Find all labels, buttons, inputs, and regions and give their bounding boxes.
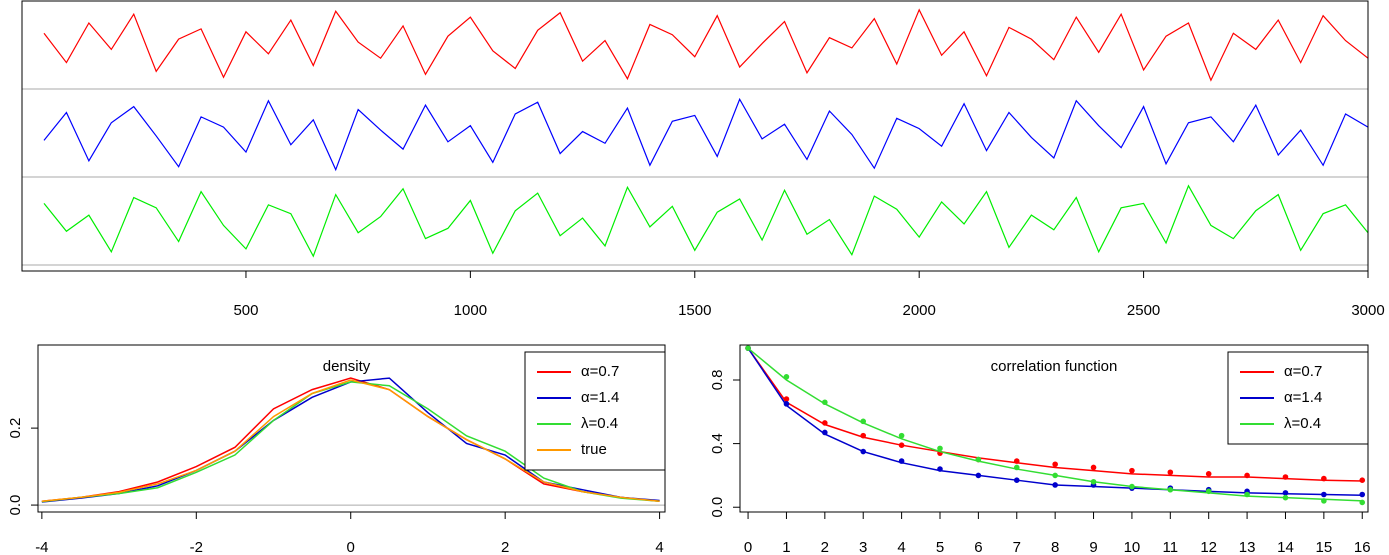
x-tick-label: 6 — [974, 539, 982, 555]
series-point — [860, 448, 867, 455]
series-point — [783, 374, 790, 380]
series-point — [898, 458, 905, 464]
legend-label: λ=0.4 — [1284, 415, 1321, 432]
series-point — [1052, 461, 1058, 468]
series-point — [1321, 498, 1327, 504]
series-point — [1359, 499, 1366, 506]
y-tick-label: 0.8 — [709, 370, 726, 391]
x-tick-label: 2 — [821, 539, 829, 555]
y-tick-label: 0.4 — [709, 433, 726, 454]
x-tick-label: 7 — [1013, 539, 1021, 555]
series-point — [1359, 477, 1366, 483]
series-point — [1052, 472, 1058, 479]
x-tick-label: 16 — [1354, 539, 1371, 555]
series-point — [1359, 491, 1366, 498]
y-tick-label: 0.0 — [7, 495, 24, 516]
legend-label: α=0.7 — [1284, 363, 1322, 380]
series-point — [822, 399, 828, 406]
series-point — [1129, 467, 1135, 474]
series-point — [898, 442, 905, 449]
x-tick-label: 3000 — [1351, 302, 1384, 319]
series-point — [860, 432, 867, 439]
x-tick-label: 15 — [1316, 539, 1333, 555]
series-point — [783, 401, 790, 407]
series-point — [1013, 458, 1020, 464]
series-point — [1013, 464, 1020, 471]
x-tick-label: 5 — [936, 539, 944, 555]
series-point — [860, 418, 867, 425]
legend-label: α=1.4 — [581, 389, 619, 406]
legend-label: α=0.7 — [581, 363, 619, 380]
series-line — [41, 381, 660, 503]
y-tick-label: 0.0 — [709, 497, 726, 518]
series-point — [1090, 464, 1097, 471]
x-tick-label: 1000 — [454, 302, 487, 319]
legend-label: α=1.4 — [1284, 389, 1322, 406]
x-tick-label: 9 — [1089, 539, 1097, 555]
chart-title: density — [323, 358, 371, 375]
x-tick-label: 4 — [897, 539, 905, 555]
x-tick-label: 0 — [744, 539, 752, 555]
series-point — [1013, 477, 1020, 483]
plot-frame — [21, 0, 1369, 272]
series-point — [822, 420, 828, 426]
x-tick-label: 12 — [1200, 539, 1217, 555]
x-tick-label: 3 — [859, 539, 867, 555]
series-point — [1282, 494, 1289, 501]
series-point — [1244, 491, 1250, 498]
series-point — [1282, 490, 1289, 496]
x-tick-label: 1 — [782, 539, 790, 555]
legend-label: λ=0.4 — [581, 415, 618, 432]
series-point — [898, 432, 905, 439]
series-line — [747, 347, 1363, 482]
series-point — [1205, 488, 1212, 495]
series-point — [975, 472, 982, 479]
x-tick-label: 10 — [1124, 539, 1141, 555]
series-line — [43, 97, 1369, 172]
x-tick-label: -2 — [190, 539, 203, 555]
x-tick-label: -4 — [35, 539, 48, 555]
x-tick-label: 0 — [347, 539, 355, 555]
x-tick-label: 2000 — [902, 302, 935, 319]
series-point — [1167, 486, 1174, 493]
series-line — [41, 377, 660, 502]
x-tick-label: 2500 — [1127, 302, 1160, 319]
x-tick-label: 11 — [1163, 539, 1179, 555]
series-point — [1205, 471, 1212, 477]
series-point — [1090, 478, 1097, 485]
series-point — [937, 466, 943, 472]
series-point — [1244, 472, 1250, 479]
series-point — [1321, 475, 1327, 482]
x-tick-label: 14 — [1277, 539, 1294, 555]
series-point — [745, 345, 751, 351]
series-point — [1282, 474, 1289, 480]
x-tick-label: 2 — [501, 539, 509, 555]
series-line — [41, 379, 660, 502]
x-tick-label: 8 — [1051, 539, 1059, 555]
series-point — [937, 445, 943, 452]
x-tick-label: 1500 — [678, 302, 711, 319]
series-line — [43, 8, 1369, 82]
series-point — [1167, 469, 1174, 476]
series-point — [1052, 482, 1058, 488]
x-tick-label: 13 — [1239, 539, 1256, 555]
x-tick-label: 4 — [655, 539, 663, 555]
series-point — [1321, 491, 1327, 498]
legend-label: true — [581, 441, 607, 458]
series-point — [1129, 483, 1135, 490]
y-tick-label: 0.2 — [7, 418, 24, 439]
series-point — [783, 396, 790, 402]
series-point — [822, 429, 828, 436]
series-line — [43, 184, 1369, 258]
chart-title: correlation function — [991, 358, 1118, 375]
x-tick-label: 500 — [233, 302, 258, 319]
series-point — [975, 456, 982, 463]
